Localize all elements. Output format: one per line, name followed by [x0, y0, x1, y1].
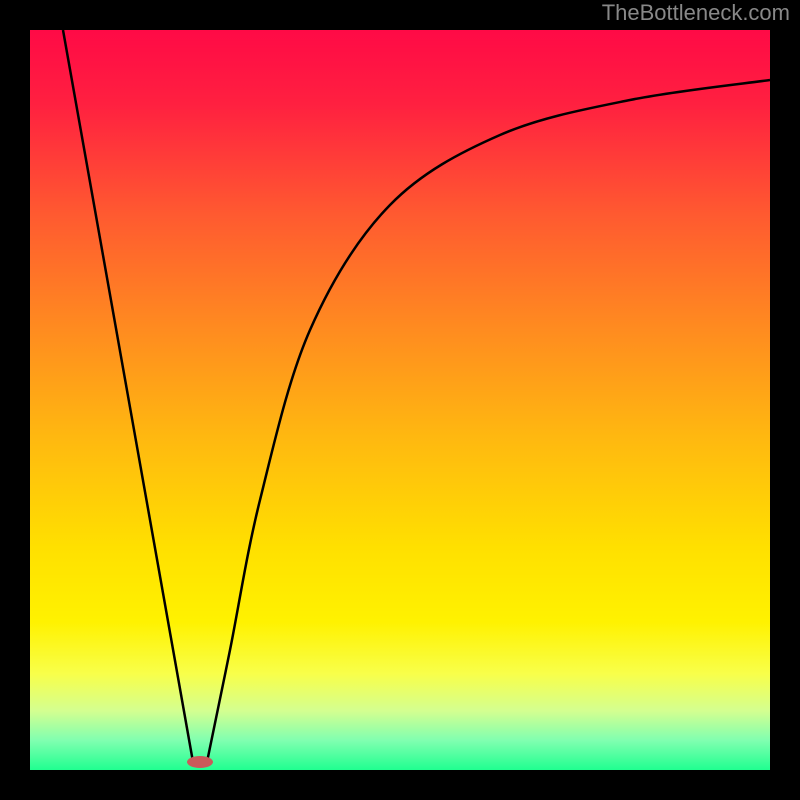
border-left: [0, 0, 30, 800]
curve-right-branch: [207, 80, 770, 762]
plot-area: [30, 30, 770, 770]
border-right: [770, 0, 800, 800]
curve-left-branch: [63, 30, 193, 762]
border-bottom: [0, 770, 800, 800]
chart-container: TheBottleneck.com: [0, 0, 800, 800]
attribution-label: TheBottleneck.com: [602, 0, 790, 26]
curve-layer: [30, 30, 770, 770]
minimum-marker: [187, 756, 213, 768]
